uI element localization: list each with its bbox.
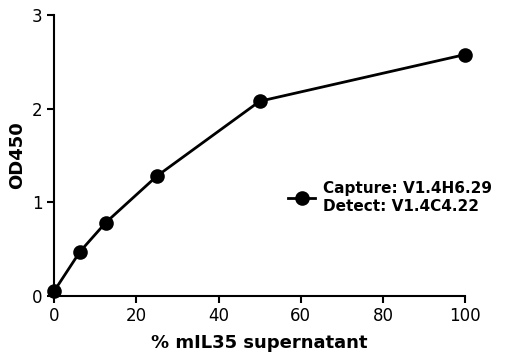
Legend: Capture: V1.4H6.29
Detect: V1.4C4.22: Capture: V1.4H6.29 Detect: V1.4C4.22 xyxy=(288,181,492,213)
X-axis label: % mIL35 supernatant: % mIL35 supernatant xyxy=(151,334,368,352)
Y-axis label: OD450: OD450 xyxy=(8,122,26,189)
